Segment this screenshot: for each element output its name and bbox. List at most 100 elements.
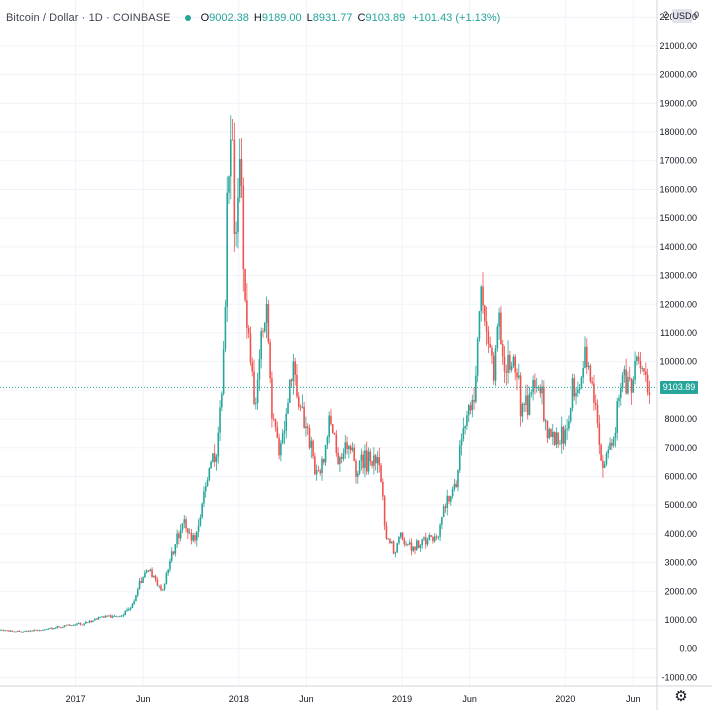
candle-body [634,360,636,380]
candle-body [485,321,488,332]
candle-body [416,540,418,550]
candle-body [253,371,255,405]
high-value: 9189.00 [261,12,302,24]
candle-body [208,468,211,481]
y-tick-label: 8000.00 [664,414,697,424]
candle-body [160,585,162,590]
change-value: +101.43 (+1.13%) [412,12,501,24]
candle-body [598,423,601,445]
ohlc-low: L8931.77 [307,12,353,24]
candle-body [120,615,123,617]
candle-body [632,379,635,393]
candle-body [17,631,19,632]
candle-body [389,538,391,544]
y-tick-label: 21000.00 [659,41,697,51]
candle-body [505,371,508,373]
candle-body [450,496,452,502]
candle-body [537,387,540,389]
candle-body [229,139,232,177]
candle-body [625,369,627,394]
candle-body [348,446,350,449]
close-label: C [357,12,366,24]
candle-body [306,426,309,429]
candle-body [310,440,313,448]
candle-body [557,432,559,444]
candle-body [269,342,271,379]
candle-body [441,517,443,525]
y-tick-label: 6000.00 [664,471,697,481]
candle-body [49,627,51,629]
candle-body [29,630,32,632]
x-tick-label: 2018 [229,694,249,704]
candle-body [31,630,34,632]
candle-body [194,535,196,541]
candle-body [627,377,629,394]
candle-body [212,453,214,462]
candle-body [435,536,438,538]
x-tick-label: Jun [299,694,314,704]
candle-body [489,343,491,348]
candle-body [315,470,318,475]
candle-body [412,546,415,551]
gear-icon[interactable]: ⚙ [674,688,688,705]
candle-body [60,627,62,629]
low-label: L [306,12,313,24]
ohlc-close: C9103.89 [358,12,406,24]
candle-body [274,419,277,428]
candle-body [600,444,602,461]
candle-body [503,356,506,372]
candle-body [407,543,409,545]
candle-body [63,625,66,628]
y-tick-label: 1000.00 [664,615,697,625]
y-tick-label: 16000.00 [659,184,697,194]
candle-body [562,426,565,444]
candle-body [176,533,178,545]
candle-body [521,403,524,417]
candle-body [507,355,509,373]
candle-body [113,615,116,617]
candle-body [646,374,649,393]
candle-body [364,450,366,468]
candle-body [179,529,182,539]
low-value: 8931.77 [312,12,353,24]
candle-body [519,375,522,417]
candle-body [321,458,323,474]
candle-body [374,455,377,464]
x-tick-label: Jun [626,694,641,704]
candle-body [641,368,644,370]
candle-body [546,420,549,439]
candle-body [9,630,12,632]
y-tick-label: 0.00 [679,644,697,654]
symbol-title[interactable]: Bitcoin / Dollar · 1D · COINBASE [6,12,171,24]
candle-body [526,395,529,416]
candle-body [594,402,597,405]
candle-body [161,589,164,591]
candle-body [551,431,554,438]
candle-body [616,401,618,433]
candle-body [233,139,236,234]
candle-body [305,426,307,429]
candle-body [108,615,110,617]
candle-body [54,627,57,629]
candle-body [516,372,518,378]
candle-body [466,415,468,427]
x-tick-label: 2020 [555,694,575,704]
candle-body [51,627,53,630]
candle-body [612,438,615,446]
candle-body [199,517,202,526]
candle-body [129,608,132,610]
candle-body [45,629,48,630]
candle-body [331,424,334,434]
candle-body [439,524,441,537]
candle-body [133,600,135,604]
candle-body [301,406,304,408]
candle-body [215,456,218,462]
candle-body [514,356,517,373]
currency-button[interactable]: USD [672,9,692,23]
candle-body [145,570,148,573]
candle-body [582,367,585,378]
candle-body [494,348,497,381]
